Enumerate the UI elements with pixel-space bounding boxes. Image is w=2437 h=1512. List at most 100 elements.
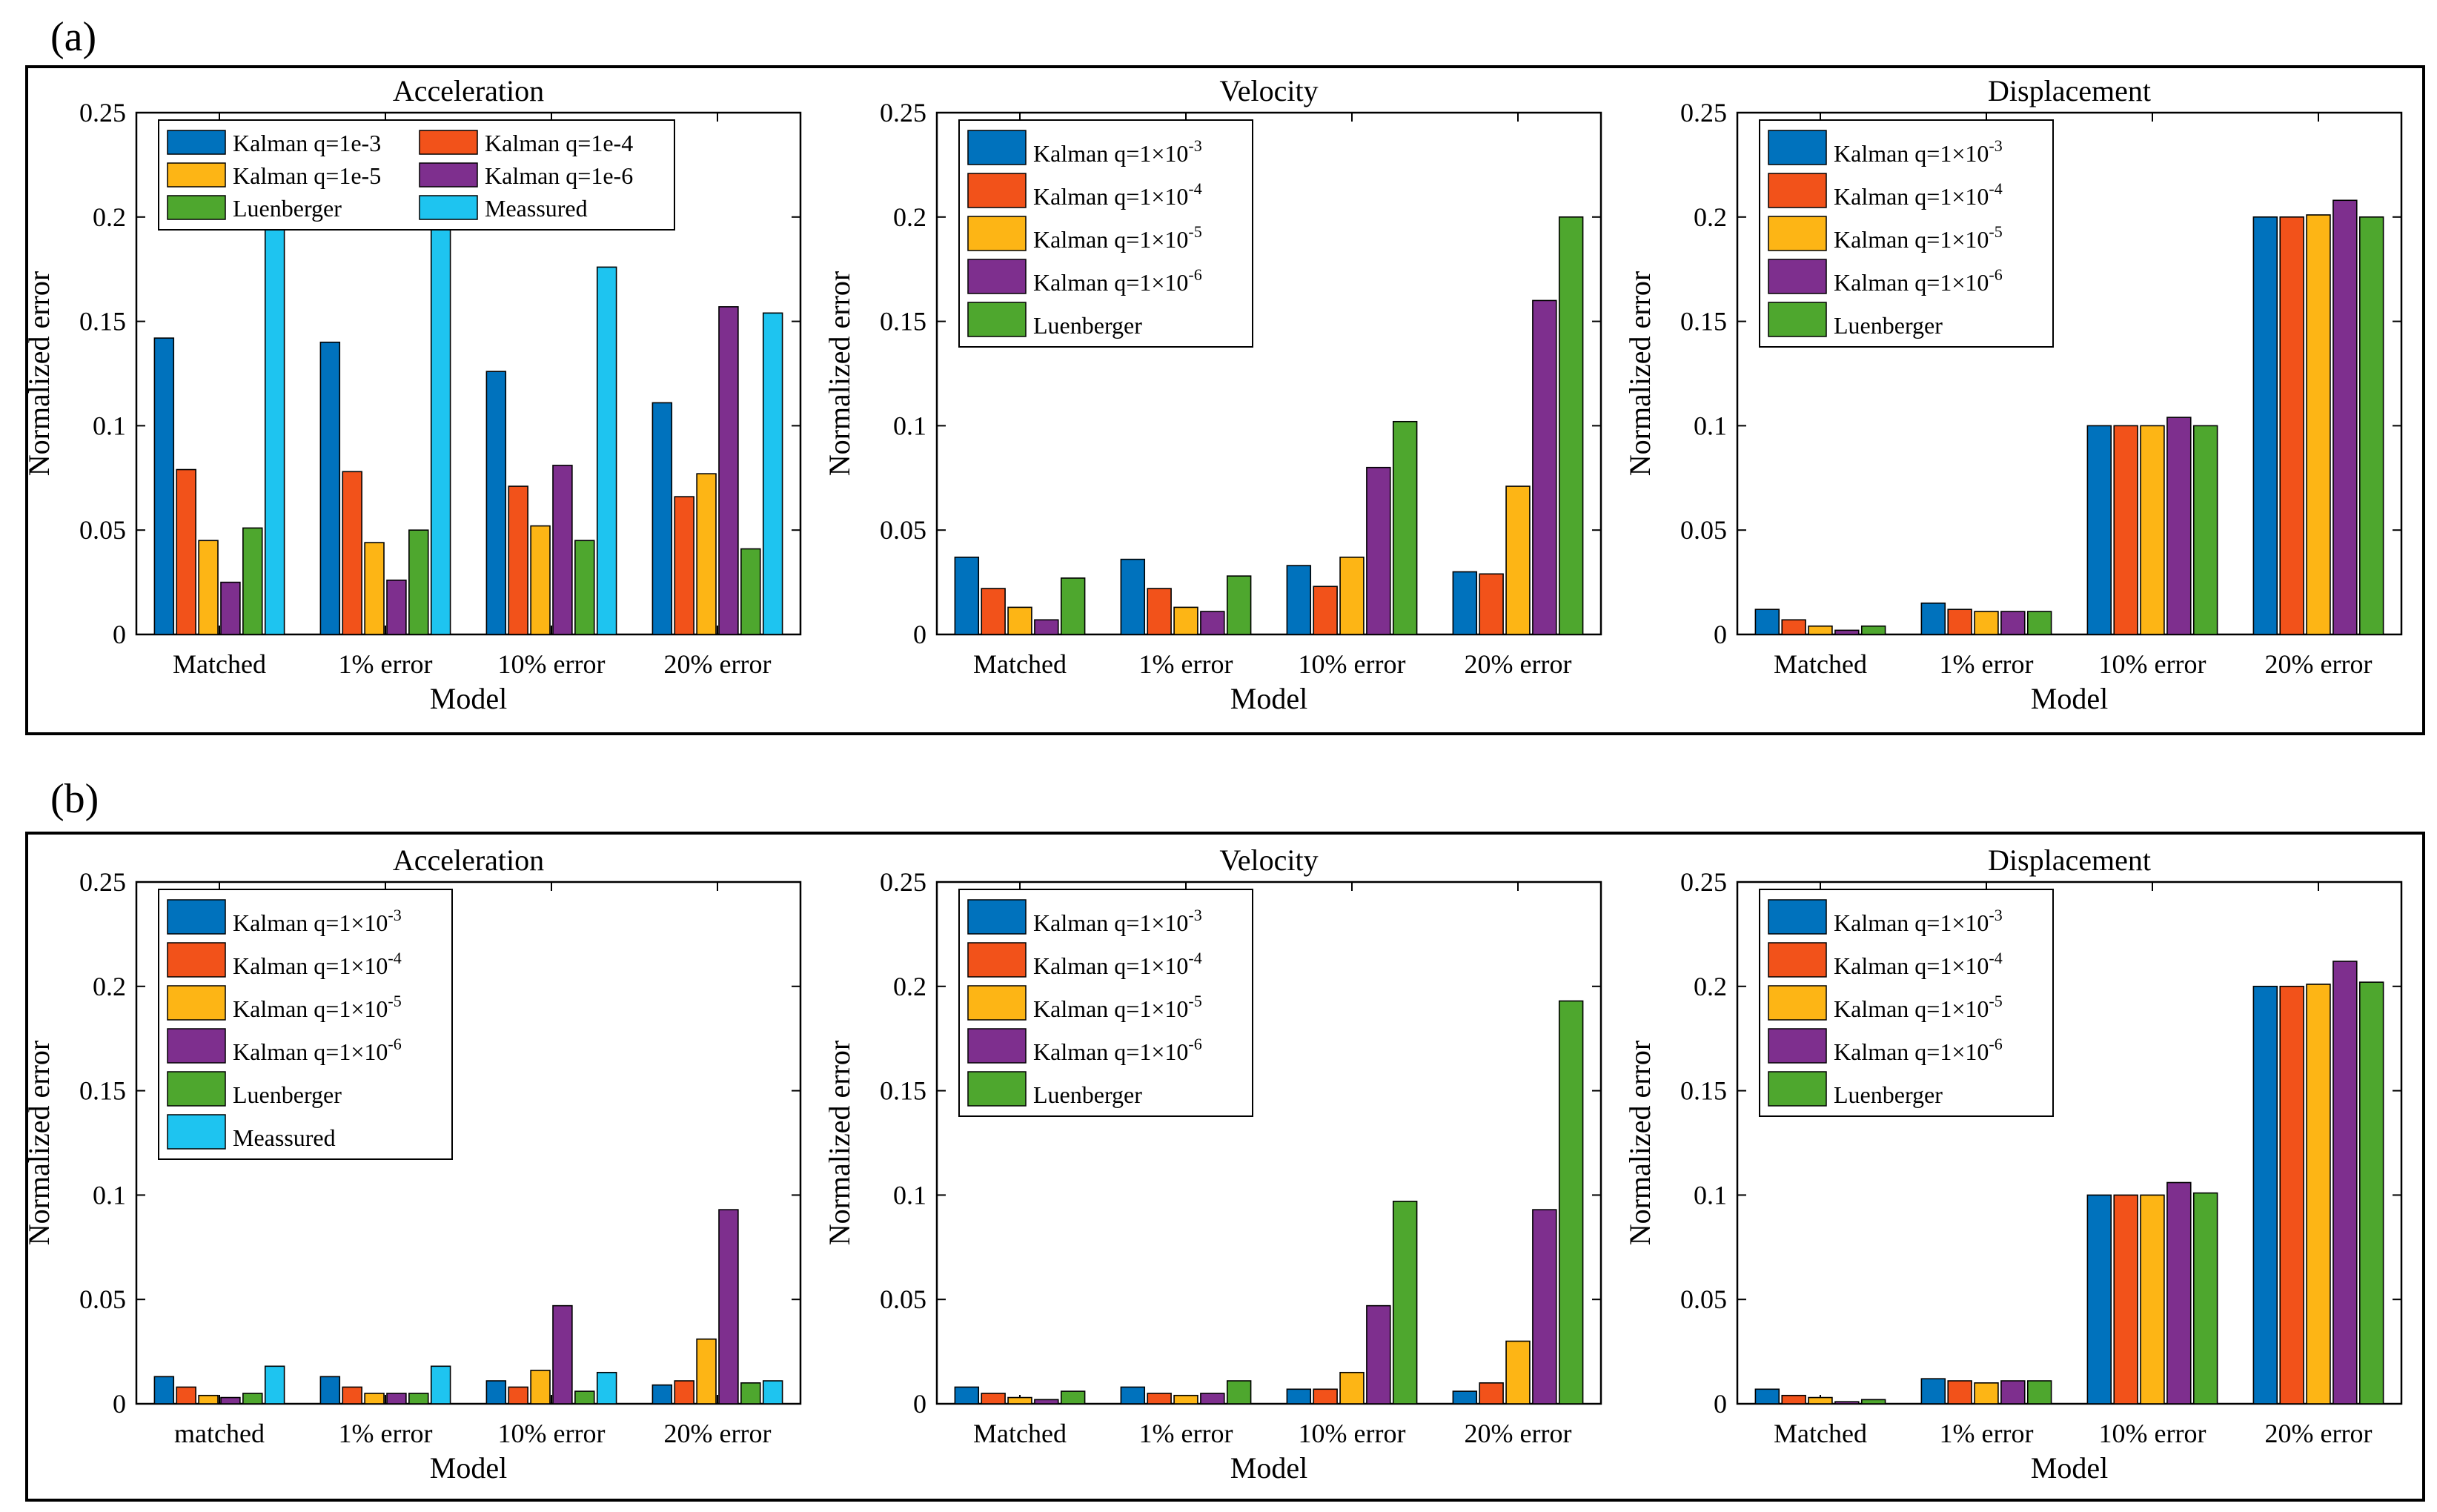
bar [1147,588,1172,635]
legend-label: Luenberger [1033,312,1142,339]
bar [485,371,507,635]
bar [552,1304,573,1405]
legend-swatch [967,1028,1027,1064]
y-tick-label: 0 [913,620,926,649]
x-tick-label: 10% error [498,649,606,679]
legend-swatch [967,1071,1027,1107]
y-tick-label: 0.05 [79,515,126,545]
y-tick-label: 0.2 [93,972,126,1001]
bar [2358,981,2384,1405]
bar [1392,1201,1418,1405]
bar [176,1386,196,1405]
bar [264,1365,285,1405]
bar [981,1393,1006,1405]
x-tick-label: 20% error [664,649,772,679]
legend: Kalman q=1×10-3 Kalman q=1×10-4 Kalman q=1… [1759,119,2054,348]
y-tick-label: 0.2 [893,972,926,1001]
legend-swatch [167,195,226,220]
bar [319,341,341,635]
bar [342,1386,362,1405]
legend-label: Kalman q=1×10-5 [1033,222,1202,253]
bar [674,1380,694,1405]
bar [1808,625,1833,635]
x-tick-label: 20% error [1465,649,1572,679]
bar [696,473,717,635]
x-tick-label: Matched [1774,649,1867,679]
legend-swatch [967,130,1027,165]
bar [1286,1388,1312,1405]
bar [1366,466,1391,635]
bar [508,1386,528,1405]
legend-label: Kalman q=1×10-6 [1033,265,1202,296]
bar [1781,619,1806,635]
legend-label: Kalman q=1×10-5 [1834,222,2003,253]
bar [740,548,761,635]
bar [1339,557,1365,635]
panel-frame-a [25,65,2425,735]
bar [485,1380,507,1405]
y-tick-label: 0.15 [79,1076,126,1106]
bar [1313,586,1338,635]
bar [718,306,739,635]
y-tick-label: 0.2 [893,202,926,232]
y-tick-label: 0.25 [880,98,926,127]
legend-label: Luenberger [1033,1081,1142,1108]
legend-swatch [1768,985,1827,1021]
bar [1532,1209,1557,1405]
bar [153,1376,175,1405]
y-tick-label: 0.1 [93,1180,126,1210]
bar [2332,199,2358,635]
bar [530,1370,551,1405]
bar [2252,216,2278,635]
bar [1808,1396,1833,1405]
legend-label: Luenberger [233,1081,342,1108]
legend-label: Kalman q=1e-4 [485,130,633,156]
bar [1781,1394,1806,1405]
legend-label: Kalman q=1×10-6 [233,1035,402,1065]
y-tick-label: 0.1 [1694,1180,1727,1210]
legend-label: Meassured [233,1124,336,1151]
legend-label: Kalman q=1×10-3 [1834,136,2003,167]
bar [596,1371,617,1405]
bar [319,1376,341,1405]
charts-layer: 0 0.05 0.1 0.15 0.2 0.25 Matched 1% error 10% er… [22,74,2403,1485]
bar [552,465,573,635]
x-tick-label: 20% error [2265,1419,2373,1448]
bar [1920,602,1946,635]
bar [596,266,617,635]
y-tick-label: 0.25 [880,867,926,897]
bar [2332,961,2358,1405]
legend-label: Kalman q=1e-6 [485,162,633,189]
bar [1834,1401,1860,1405]
legend-label: Kalman q=1×10-4 [233,949,402,979]
legend-swatch [1768,942,1827,978]
chart-title: Velocity [1219,74,1318,107]
legend-swatch [167,162,226,188]
bar [1947,1380,1972,1405]
bar [430,227,451,635]
x-tick-label: 10% error [2099,649,2206,679]
bar [2026,611,2052,635]
legend-swatch [1768,216,1827,251]
bar [2000,611,2026,635]
y-tick-label: 0.05 [880,515,926,545]
bar [1200,611,1225,635]
bar [1920,1378,1946,1405]
legend-label: Luenberger [1834,1081,1943,1108]
legend-label: Luenberger [1834,312,1943,339]
bar [1754,1388,1780,1405]
bar [762,312,783,635]
bar [364,1393,385,1405]
y-tick-label: 0.25 [79,867,126,897]
x-tick-label: 1% error [339,1419,433,1448]
bar [1452,571,1478,635]
legend-label: Kalman q=1×10-4 [1834,949,2003,979]
y-tick-label: 0.05 [79,1284,126,1314]
bar [1173,1394,1198,1405]
bar [530,525,551,635]
y-tick-label: 0 [913,1389,926,1419]
y-tick-label: 0.1 [893,411,926,440]
legend-label: Kalman q=1×10-5 [233,992,402,1022]
y-tick-label: 0.25 [1680,867,1727,897]
y-tick-label: 0.15 [1680,307,1727,336]
